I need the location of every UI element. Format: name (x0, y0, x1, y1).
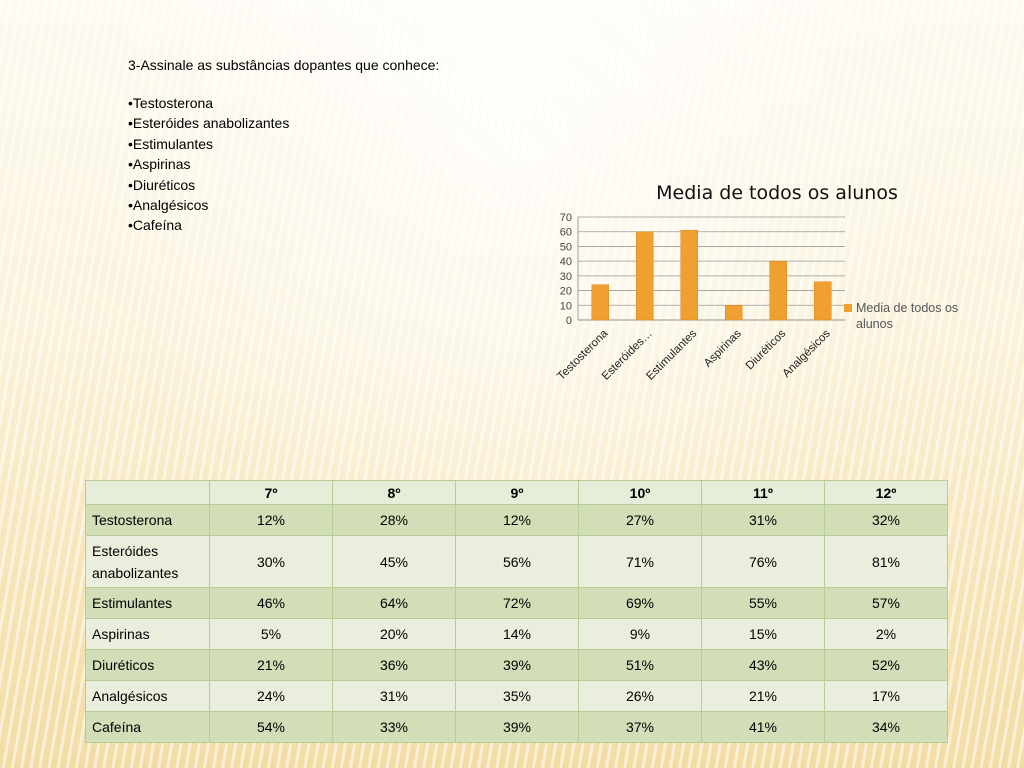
bar (636, 231, 654, 321)
legend-label: Media de todos os (856, 301, 958, 315)
table-row: Estimulantes 46% 64% 72% 69% 55% 57% (85, 587, 948, 619)
row-label: Estimulantes (85, 587, 210, 619)
table-cell: 24% (209, 680, 333, 712)
list-item: Analgésicos (128, 195, 289, 215)
table-cell: 51% (578, 649, 702, 681)
table-cell: 32% (824, 504, 948, 536)
table-row: Aspirinas 5% 20% 14% 9% 15% 2% (85, 618, 948, 650)
table-cell: 31% (701, 504, 825, 536)
table-header-cell: 7º (209, 480, 333, 505)
table-cell: 5% (209, 618, 333, 650)
table-cell: 81% (824, 535, 948, 588)
table-header-cell: 9º (455, 480, 579, 505)
table-cell: 34% (824, 711, 948, 743)
table-cell: 55% (701, 587, 825, 619)
list-item: Estimulantes (128, 134, 289, 154)
y-tick-label: 40 (560, 256, 572, 268)
list-item: Testosterona (128, 93, 289, 113)
bar-chart: Media de todos os alunos 0 10 20 30 40 50 60 70 T… (540, 175, 980, 415)
list-item: Cafeína (128, 215, 289, 235)
row-label: Testosterona (85, 504, 210, 536)
table-cell: 2% (824, 618, 948, 650)
x-tick-label: Diuréticos (744, 327, 789, 372)
substance-list: Testosterona Esteróides anabolizantes Es… (128, 93, 289, 236)
table-cell: 35% (455, 680, 579, 712)
list-item: Diuréticos (128, 175, 289, 195)
table-cell: 39% (455, 711, 579, 743)
table-row: Analgésicos 24% 31% 35% 26% 21% 17% (85, 680, 948, 712)
table-header-cell: 10º (578, 480, 702, 505)
table-cell: 45% (332, 535, 456, 588)
table-cell: 71% (578, 535, 702, 588)
y-tick-label: 20 (560, 286, 572, 298)
table-cell: 41% (701, 711, 825, 743)
table-cell: 52% (824, 649, 948, 681)
list-item: Esteróides anabolizantes (128, 113, 289, 133)
table-cell: 56% (455, 535, 579, 588)
table-row: Testosterona 12% 28% 12% 27% 31% 32% (85, 504, 948, 536)
table-header-row: 7º 8º 9º 10º 11º 12º (85, 480, 948, 505)
row-label: Diuréticos (85, 649, 210, 681)
bar (814, 281, 832, 321)
table-cell: 12% (209, 504, 333, 536)
table-cell: 26% (578, 680, 702, 712)
table-cell: 69% (578, 587, 702, 619)
table-cell: 20% (332, 618, 456, 650)
y-tick-label: 10 (560, 300, 572, 312)
table-cell: 21% (701, 680, 825, 712)
table-row: Cafeína 54% 33% 39% 37% 41% 34% (85, 711, 948, 743)
y-tick-label: 70 (560, 212, 572, 224)
table-cell: 43% (701, 649, 825, 681)
table-cell: 36% (332, 649, 456, 681)
table-cell: 30% (209, 535, 333, 588)
chart-title: Media de todos os alunos (656, 182, 898, 204)
table-cell: 27% (578, 504, 702, 536)
table-cell: 21% (209, 649, 333, 681)
x-tick-label: Analgésicos (781, 327, 834, 380)
table-header-cell (85, 480, 210, 505)
table-cell: 9% (578, 618, 702, 650)
table-cell: 76% (701, 535, 825, 588)
bar (769, 260, 787, 321)
table-cell: 64% (332, 587, 456, 619)
table-header-cell: 12º (824, 480, 948, 505)
table-cell: 14% (455, 618, 579, 650)
row-label: Aspirinas (85, 618, 210, 650)
bar (591, 284, 609, 321)
list-item: Aspirinas (128, 154, 289, 174)
table-cell: 37% (578, 711, 702, 743)
table-cell: 46% (209, 587, 333, 619)
table-header-cell: 11º (701, 480, 825, 505)
table-cell: 17% (824, 680, 948, 712)
row-label: Esteróides anabolizantes (85, 535, 210, 588)
table-header-cell: 8º (332, 480, 456, 505)
x-tick-label: Aspirinas (702, 327, 744, 369)
bar (680, 229, 698, 321)
results-table: 7º 8º 9º 10º 11º 12º Testosterona 12% 28… (85, 480, 948, 743)
table-cell: 31% (332, 680, 456, 712)
table-cell: 72% (455, 587, 579, 619)
table-cell: 12% (455, 504, 579, 536)
legend-swatch (844, 304, 852, 312)
table-cell: 33% (332, 711, 456, 743)
y-tick-label: 0 (566, 315, 572, 327)
row-label: Analgésicos (85, 680, 210, 712)
row-label: Cafeína (85, 711, 210, 743)
legend-label: alunos (856, 317, 893, 331)
table-row: Diuréticos 21% 36% 39% 51% 43% 52% (85, 649, 948, 681)
table-row: Esteróides anabolizantes 30% 45% 56% 71%… (85, 535, 948, 588)
y-tick-label: 30 (560, 271, 572, 283)
y-tick-label: 60 (560, 227, 572, 239)
question-text: 3-Assinale as substâncias dopantes que c… (128, 57, 440, 73)
table-cell: 39% (455, 649, 579, 681)
table-cell: 54% (209, 711, 333, 743)
table-cell: 57% (824, 587, 948, 619)
chart-svg: Media de todos os alunos010203040506070T… (555, 182, 958, 383)
table-cell: 28% (332, 504, 456, 536)
table-cell: 15% (701, 618, 825, 650)
bar (725, 305, 743, 321)
y-tick-label: 50 (560, 241, 572, 253)
